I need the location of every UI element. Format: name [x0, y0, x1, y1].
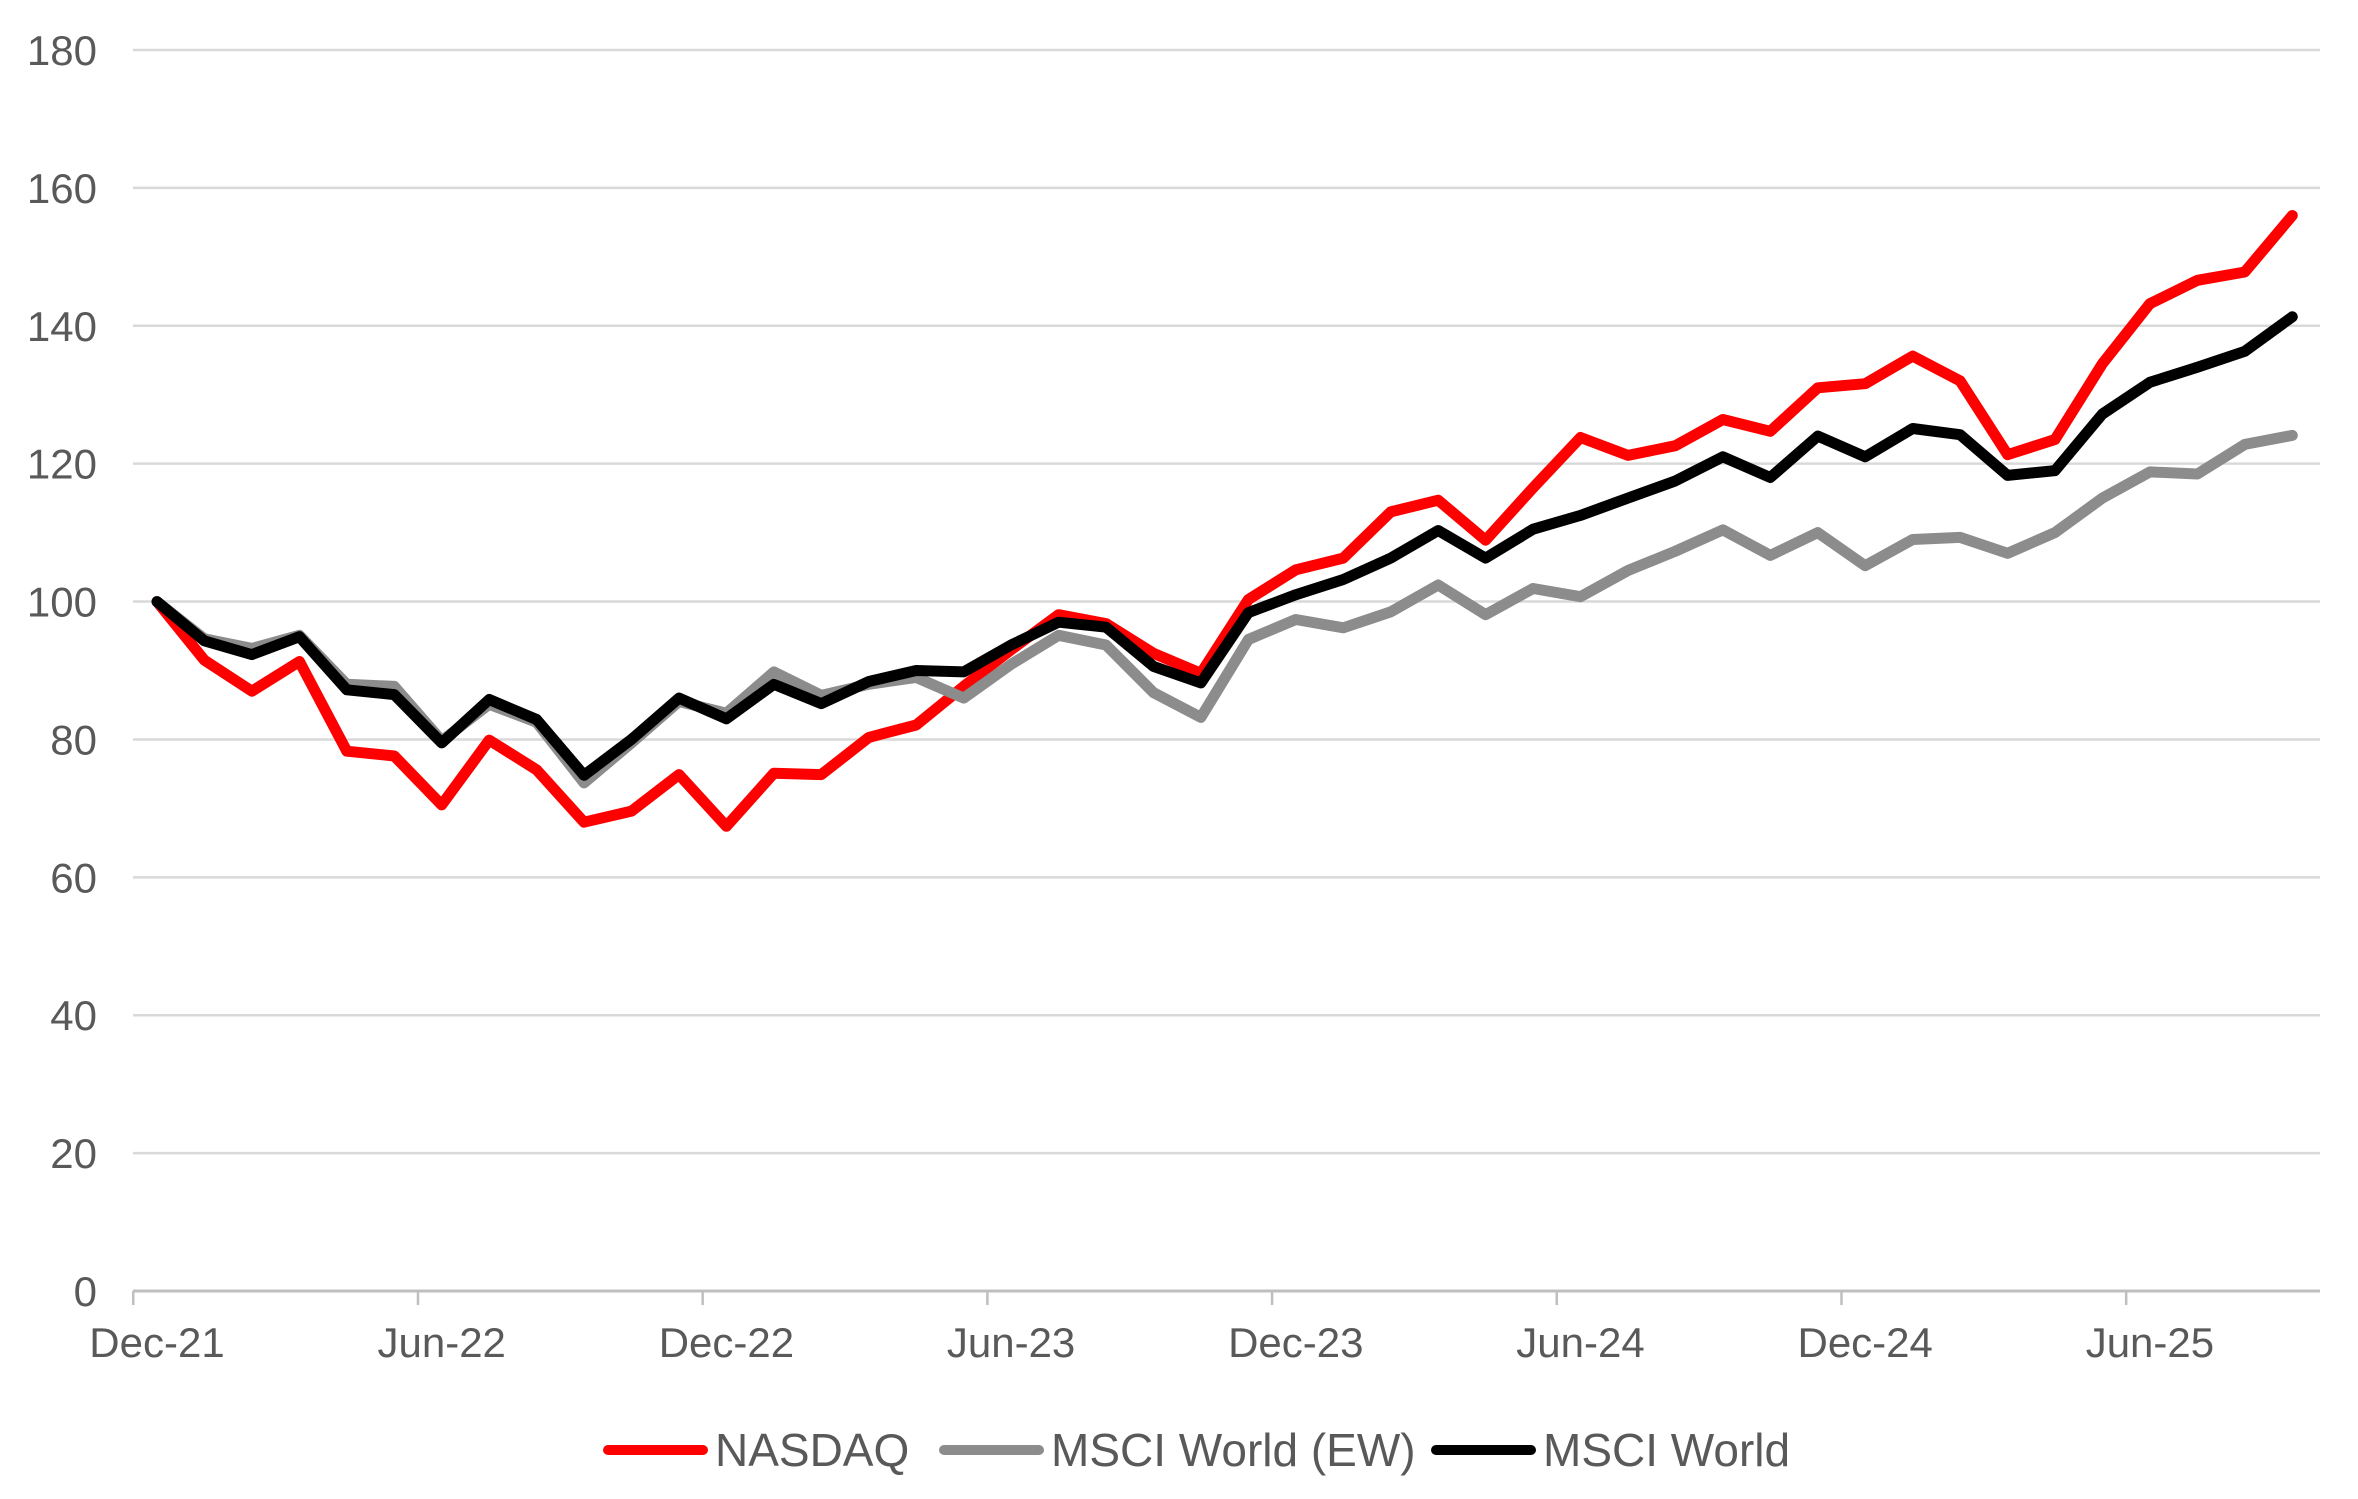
y-tick-label-140: 140 [27, 303, 97, 350]
legend-label-nasdaq: NASDAQ [715, 1424, 909, 1476]
y-tick-label-180: 180 [27, 27, 97, 74]
x-tick-label-jun-24: Jun-24 [1516, 1319, 1644, 1366]
x-tick-label-jun-22: Jun-22 [377, 1319, 505, 1366]
series-line-msci-world-ew [151, 429, 2298, 789]
y-tick-label-100: 100 [27, 579, 97, 626]
x-tick-label-jun-23: Jun-23 [947, 1319, 1075, 1366]
legend-item-msci-world: MSCI World [1431, 1424, 1790, 1476]
series-line-nasdaq [151, 210, 2298, 832]
legend-label-msci-world-ew: MSCI World (EW) [1051, 1424, 1416, 1476]
series-line-msci-world [151, 311, 2298, 781]
y-tick-label-0: 0 [74, 1268, 97, 1315]
x-tick-label-jun-25: Jun-25 [2086, 1319, 2214, 1366]
legend-item-nasdaq: NASDAQ [603, 1424, 909, 1476]
y-tick-label-60: 60 [50, 854, 97, 901]
legend: NASDAQ MSCI World (EW) MSCI World [603, 1424, 1790, 1476]
x-tick-label-dec-22: Dec-22 [659, 1319, 794, 1366]
y-tick-label-160: 160 [27, 165, 97, 212]
y-tick-label-80: 80 [50, 716, 97, 763]
legend-item-msci-world-ew: MSCI World (EW) [939, 1424, 1416, 1476]
x-tick-label-dec-24: Dec-24 [1797, 1319, 1932, 1366]
x-tick-label-dec-21: Dec-21 [89, 1319, 224, 1366]
y-tick-label-20: 20 [50, 1130, 97, 1177]
y-tick-label-120: 120 [27, 441, 97, 488]
y-tick-label-40: 40 [50, 992, 97, 1039]
legend-label-msci-world: MSCI World [1543, 1424, 1790, 1476]
x-tick-label-dec-23: Dec-23 [1228, 1319, 1363, 1366]
